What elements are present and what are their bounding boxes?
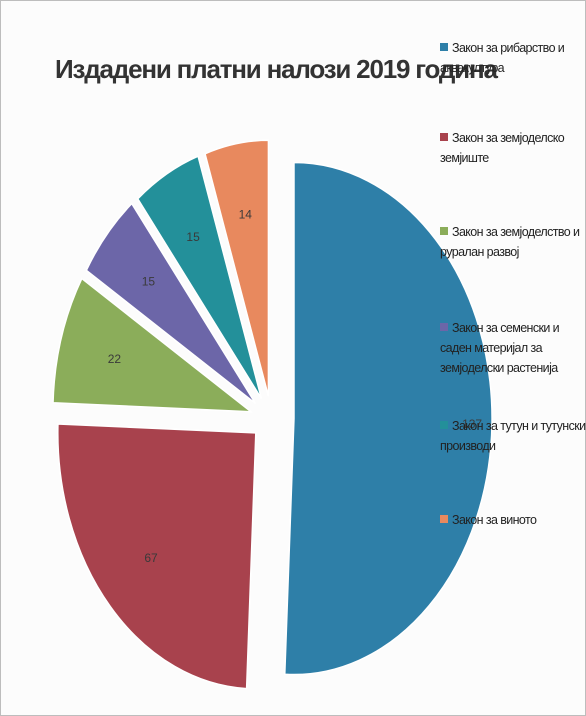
legend-label-line: земјоделски растенија	[440, 361, 558, 375]
chart-title: Издадени платни налози 2019 година	[55, 54, 498, 84]
slice-value-label: 15	[142, 275, 156, 289]
legend-label-line: Закон за земјоделско	[452, 131, 565, 145]
legend-swatch	[440, 43, 448, 51]
legend-label-line: Закон за земјоделство и	[452, 225, 580, 239]
legend-swatch	[440, 515, 448, 523]
legend-label-line: Закон за семенски и	[452, 321, 560, 335]
pie-slice	[57, 423, 257, 690]
legend-entry: Закон за виното	[440, 513, 538, 527]
slice-value-label: 137	[462, 417, 482, 431]
legend-swatch	[440, 421, 448, 429]
slice-value-label: 14	[239, 207, 253, 221]
legend-entry: Закон за семенски и саден материјал за зем…	[440, 321, 560, 375]
legend-entry: Закон за земјоделско земјиште	[440, 131, 565, 165]
legend-swatch	[440, 323, 448, 331]
slice-value-label: 67	[144, 551, 158, 565]
legend-label-line: земјиште	[440, 151, 489, 165]
legend-label: Закон за семенски и саден материјал за зем…	[440, 321, 560, 375]
legend-label-line: Закон за виното	[452, 513, 537, 527]
legend-label-line: руралан развој	[440, 245, 519, 259]
legend-label: Закон за земјоделско земјиште	[440, 131, 565, 165]
pie-slice	[52, 277, 254, 413]
legend-label-line: производи	[440, 439, 496, 453]
legend-label: Закон за виното	[452, 513, 537, 527]
legend-entry: Закон за земјоделство и руралан развој	[440, 225, 581, 259]
legend-label-line: Закон за тутун и тутунски	[452, 419, 586, 433]
legend-label: Закон за рибарство и аквакултура	[440, 41, 565, 75]
pie-slice	[284, 161, 493, 676]
legend-label-line: саден материјал за	[440, 341, 543, 355]
legend-label: Закон за тутун и тутунски производи	[440, 419, 586, 453]
pie-slices	[52, 139, 493, 690]
legend-label-line: Закон за рибарство и	[452, 41, 565, 55]
pie-slice	[85, 202, 257, 405]
pie-slice	[204, 139, 270, 397]
slice-value-label: 15	[186, 230, 200, 244]
pie-slice	[136, 155, 263, 400]
legend-swatch	[440, 133, 448, 141]
pie-data-labels: 137 67 22 15 15 14	[108, 207, 483, 564]
legend-label-line: аквакултура	[440, 61, 505, 75]
legend-swatch	[440, 227, 448, 235]
legend-label: Закон за земјоделство и руралан развој	[440, 225, 580, 259]
slice-value-label: 22	[108, 352, 122, 366]
legend-entry: Закон за тутун и тутунски производи	[440, 419, 586, 453]
legend-entry: Закон за рибарство и аквакултура	[440, 41, 565, 75]
